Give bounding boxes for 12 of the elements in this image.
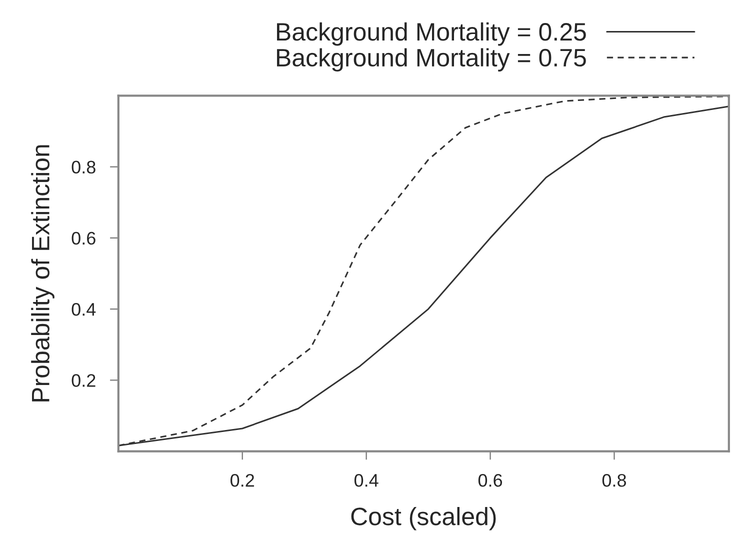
x-tick-label: 0.4 — [354, 474, 378, 487]
legend-label: Background Mortality = 0.25 — [277, 22, 586, 46]
x-tick-label: 0.2 — [230, 474, 254, 487]
y-axis-title: Probability of Extinction — [31, 145, 54, 402]
y-tick-label: 0.6 — [72, 232, 96, 245]
legend-label: Background Mortality = 0.75 — [277, 48, 586, 72]
x-tick-label: 0.6 — [478, 474, 502, 487]
y-tick-label: 0.2 — [72, 374, 96, 387]
x-axis-title: Cost (scaled) — [351, 506, 496, 530]
y-tick-label: 0.8 — [72, 160, 96, 174]
x-tick-label: 0.8 — [602, 474, 626, 487]
y-tick-label: 0.4 — [72, 302, 96, 316]
